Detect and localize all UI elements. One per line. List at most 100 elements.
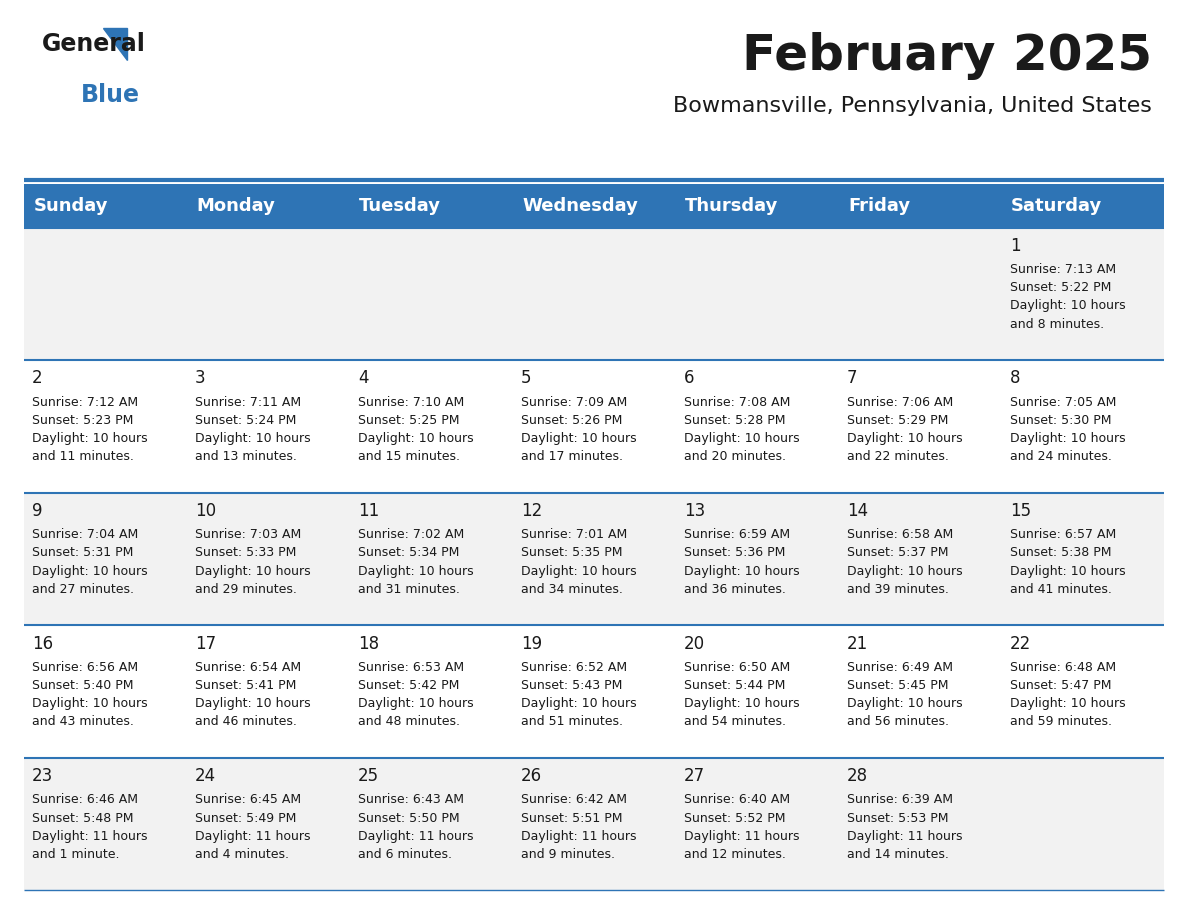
FancyBboxPatch shape (349, 360, 512, 493)
Text: Daylight: 10 hours: Daylight: 10 hours (32, 565, 147, 577)
Text: 18: 18 (358, 634, 379, 653)
Text: Sunrise: 7:08 AM: Sunrise: 7:08 AM (684, 396, 790, 409)
FancyBboxPatch shape (187, 184, 349, 228)
Text: Sunday: Sunday (33, 196, 108, 215)
Text: Bowmansville, Pennsylvania, United States: Bowmansville, Pennsylvania, United State… (674, 96, 1152, 117)
Text: 24: 24 (195, 767, 216, 785)
Text: and 34 minutes.: and 34 minutes. (520, 583, 623, 596)
Text: Sunset: 5:28 PM: Sunset: 5:28 PM (684, 414, 785, 427)
Text: February 2025: February 2025 (742, 32, 1152, 80)
Text: 2: 2 (32, 369, 43, 387)
Text: 25: 25 (358, 767, 379, 785)
Text: Sunrise: 7:03 AM: Sunrise: 7:03 AM (195, 528, 302, 542)
FancyBboxPatch shape (839, 184, 1001, 228)
Text: 3: 3 (195, 369, 206, 387)
Text: 28: 28 (847, 767, 867, 785)
Text: and 22 minutes.: and 22 minutes. (847, 450, 948, 464)
FancyBboxPatch shape (349, 228, 512, 360)
Text: Daylight: 10 hours: Daylight: 10 hours (520, 565, 637, 577)
FancyBboxPatch shape (839, 228, 1001, 360)
Text: Daylight: 11 hours: Daylight: 11 hours (32, 830, 147, 843)
Text: Sunset: 5:42 PM: Sunset: 5:42 PM (358, 679, 460, 692)
Text: Daylight: 10 hours: Daylight: 10 hours (358, 565, 474, 577)
FancyBboxPatch shape (349, 758, 512, 890)
Text: Sunset: 5:34 PM: Sunset: 5:34 PM (358, 546, 460, 559)
Text: 17: 17 (195, 634, 216, 653)
Text: Sunset: 5:48 PM: Sunset: 5:48 PM (32, 812, 133, 824)
Text: Sunrise: 6:48 AM: Sunrise: 6:48 AM (1010, 661, 1116, 674)
Text: and 14 minutes.: and 14 minutes. (847, 848, 948, 861)
FancyBboxPatch shape (1001, 493, 1164, 625)
Text: Daylight: 10 hours: Daylight: 10 hours (1010, 432, 1125, 445)
FancyBboxPatch shape (512, 493, 676, 625)
Text: Sunrise: 7:04 AM: Sunrise: 7:04 AM (32, 528, 138, 542)
FancyBboxPatch shape (512, 228, 676, 360)
Text: Thursday: Thursday (685, 196, 778, 215)
Text: Sunrise: 6:58 AM: Sunrise: 6:58 AM (847, 528, 953, 542)
FancyBboxPatch shape (24, 758, 187, 890)
Text: 9: 9 (32, 502, 43, 520)
Text: and 59 minutes.: and 59 minutes. (1010, 715, 1112, 728)
Text: Sunset: 5:45 PM: Sunset: 5:45 PM (847, 679, 948, 692)
Text: Daylight: 10 hours: Daylight: 10 hours (358, 697, 474, 711)
Text: Daylight: 11 hours: Daylight: 11 hours (684, 830, 800, 843)
FancyBboxPatch shape (1001, 360, 1164, 493)
FancyBboxPatch shape (676, 360, 839, 493)
Text: Sunset: 5:30 PM: Sunset: 5:30 PM (1010, 414, 1111, 427)
Text: Daylight: 10 hours: Daylight: 10 hours (195, 697, 310, 711)
Text: Sunset: 5:29 PM: Sunset: 5:29 PM (847, 414, 948, 427)
FancyBboxPatch shape (676, 184, 839, 228)
Text: Tuesday: Tuesday (359, 196, 441, 215)
FancyBboxPatch shape (187, 625, 349, 758)
Text: Sunset: 5:41 PM: Sunset: 5:41 PM (195, 679, 296, 692)
Text: Sunset: 5:22 PM: Sunset: 5:22 PM (1010, 281, 1111, 295)
Text: 23: 23 (32, 767, 53, 785)
FancyBboxPatch shape (676, 758, 839, 890)
Text: Sunset: 5:53 PM: Sunset: 5:53 PM (847, 812, 948, 824)
Text: 7: 7 (847, 369, 858, 387)
Text: and 29 minutes.: and 29 minutes. (195, 583, 297, 596)
FancyBboxPatch shape (187, 493, 349, 625)
Text: Sunset: 5:26 PM: Sunset: 5:26 PM (520, 414, 623, 427)
Text: Sunrise: 7:01 AM: Sunrise: 7:01 AM (520, 528, 627, 542)
FancyBboxPatch shape (187, 228, 349, 360)
Text: and 15 minutes.: and 15 minutes. (358, 450, 460, 464)
Text: 1: 1 (1010, 237, 1020, 255)
FancyBboxPatch shape (512, 758, 676, 890)
Text: 21: 21 (847, 634, 868, 653)
Text: Blue: Blue (81, 83, 140, 106)
Text: and 43 minutes.: and 43 minutes. (32, 715, 134, 728)
Text: Sunrise: 6:56 AM: Sunrise: 6:56 AM (32, 661, 138, 674)
Text: and 20 minutes.: and 20 minutes. (684, 450, 785, 464)
FancyBboxPatch shape (839, 625, 1001, 758)
Text: Daylight: 10 hours: Daylight: 10 hours (32, 697, 147, 711)
Text: Daylight: 10 hours: Daylight: 10 hours (684, 697, 800, 711)
Text: Sunrise: 6:46 AM: Sunrise: 6:46 AM (32, 793, 138, 806)
Text: Sunrise: 6:40 AM: Sunrise: 6:40 AM (684, 793, 790, 806)
Text: Daylight: 10 hours: Daylight: 10 hours (358, 432, 474, 445)
Text: and 48 minutes.: and 48 minutes. (358, 715, 460, 728)
Text: Sunrise: 7:12 AM: Sunrise: 7:12 AM (32, 396, 138, 409)
Text: 4: 4 (358, 369, 368, 387)
Text: Daylight: 10 hours: Daylight: 10 hours (195, 565, 310, 577)
Text: Sunset: 5:37 PM: Sunset: 5:37 PM (847, 546, 948, 559)
Text: and 46 minutes.: and 46 minutes. (195, 715, 297, 728)
Text: 27: 27 (684, 767, 704, 785)
Text: and 9 minutes.: and 9 minutes. (520, 848, 615, 861)
Text: 10: 10 (195, 502, 216, 520)
Text: and 6 minutes.: and 6 minutes. (358, 848, 451, 861)
FancyBboxPatch shape (24, 360, 187, 493)
FancyBboxPatch shape (349, 493, 512, 625)
Text: Daylight: 10 hours: Daylight: 10 hours (684, 432, 800, 445)
Text: and 13 minutes.: and 13 minutes. (195, 450, 297, 464)
Text: Daylight: 10 hours: Daylight: 10 hours (1010, 565, 1125, 577)
FancyBboxPatch shape (24, 625, 187, 758)
Text: and 51 minutes.: and 51 minutes. (520, 715, 623, 728)
Text: Monday: Monday (196, 196, 276, 215)
FancyBboxPatch shape (839, 493, 1001, 625)
FancyBboxPatch shape (1001, 228, 1164, 360)
Polygon shape (103, 28, 127, 60)
Text: Daylight: 10 hours: Daylight: 10 hours (520, 432, 637, 445)
FancyBboxPatch shape (187, 758, 349, 890)
Text: Sunset: 5:35 PM: Sunset: 5:35 PM (520, 546, 623, 559)
